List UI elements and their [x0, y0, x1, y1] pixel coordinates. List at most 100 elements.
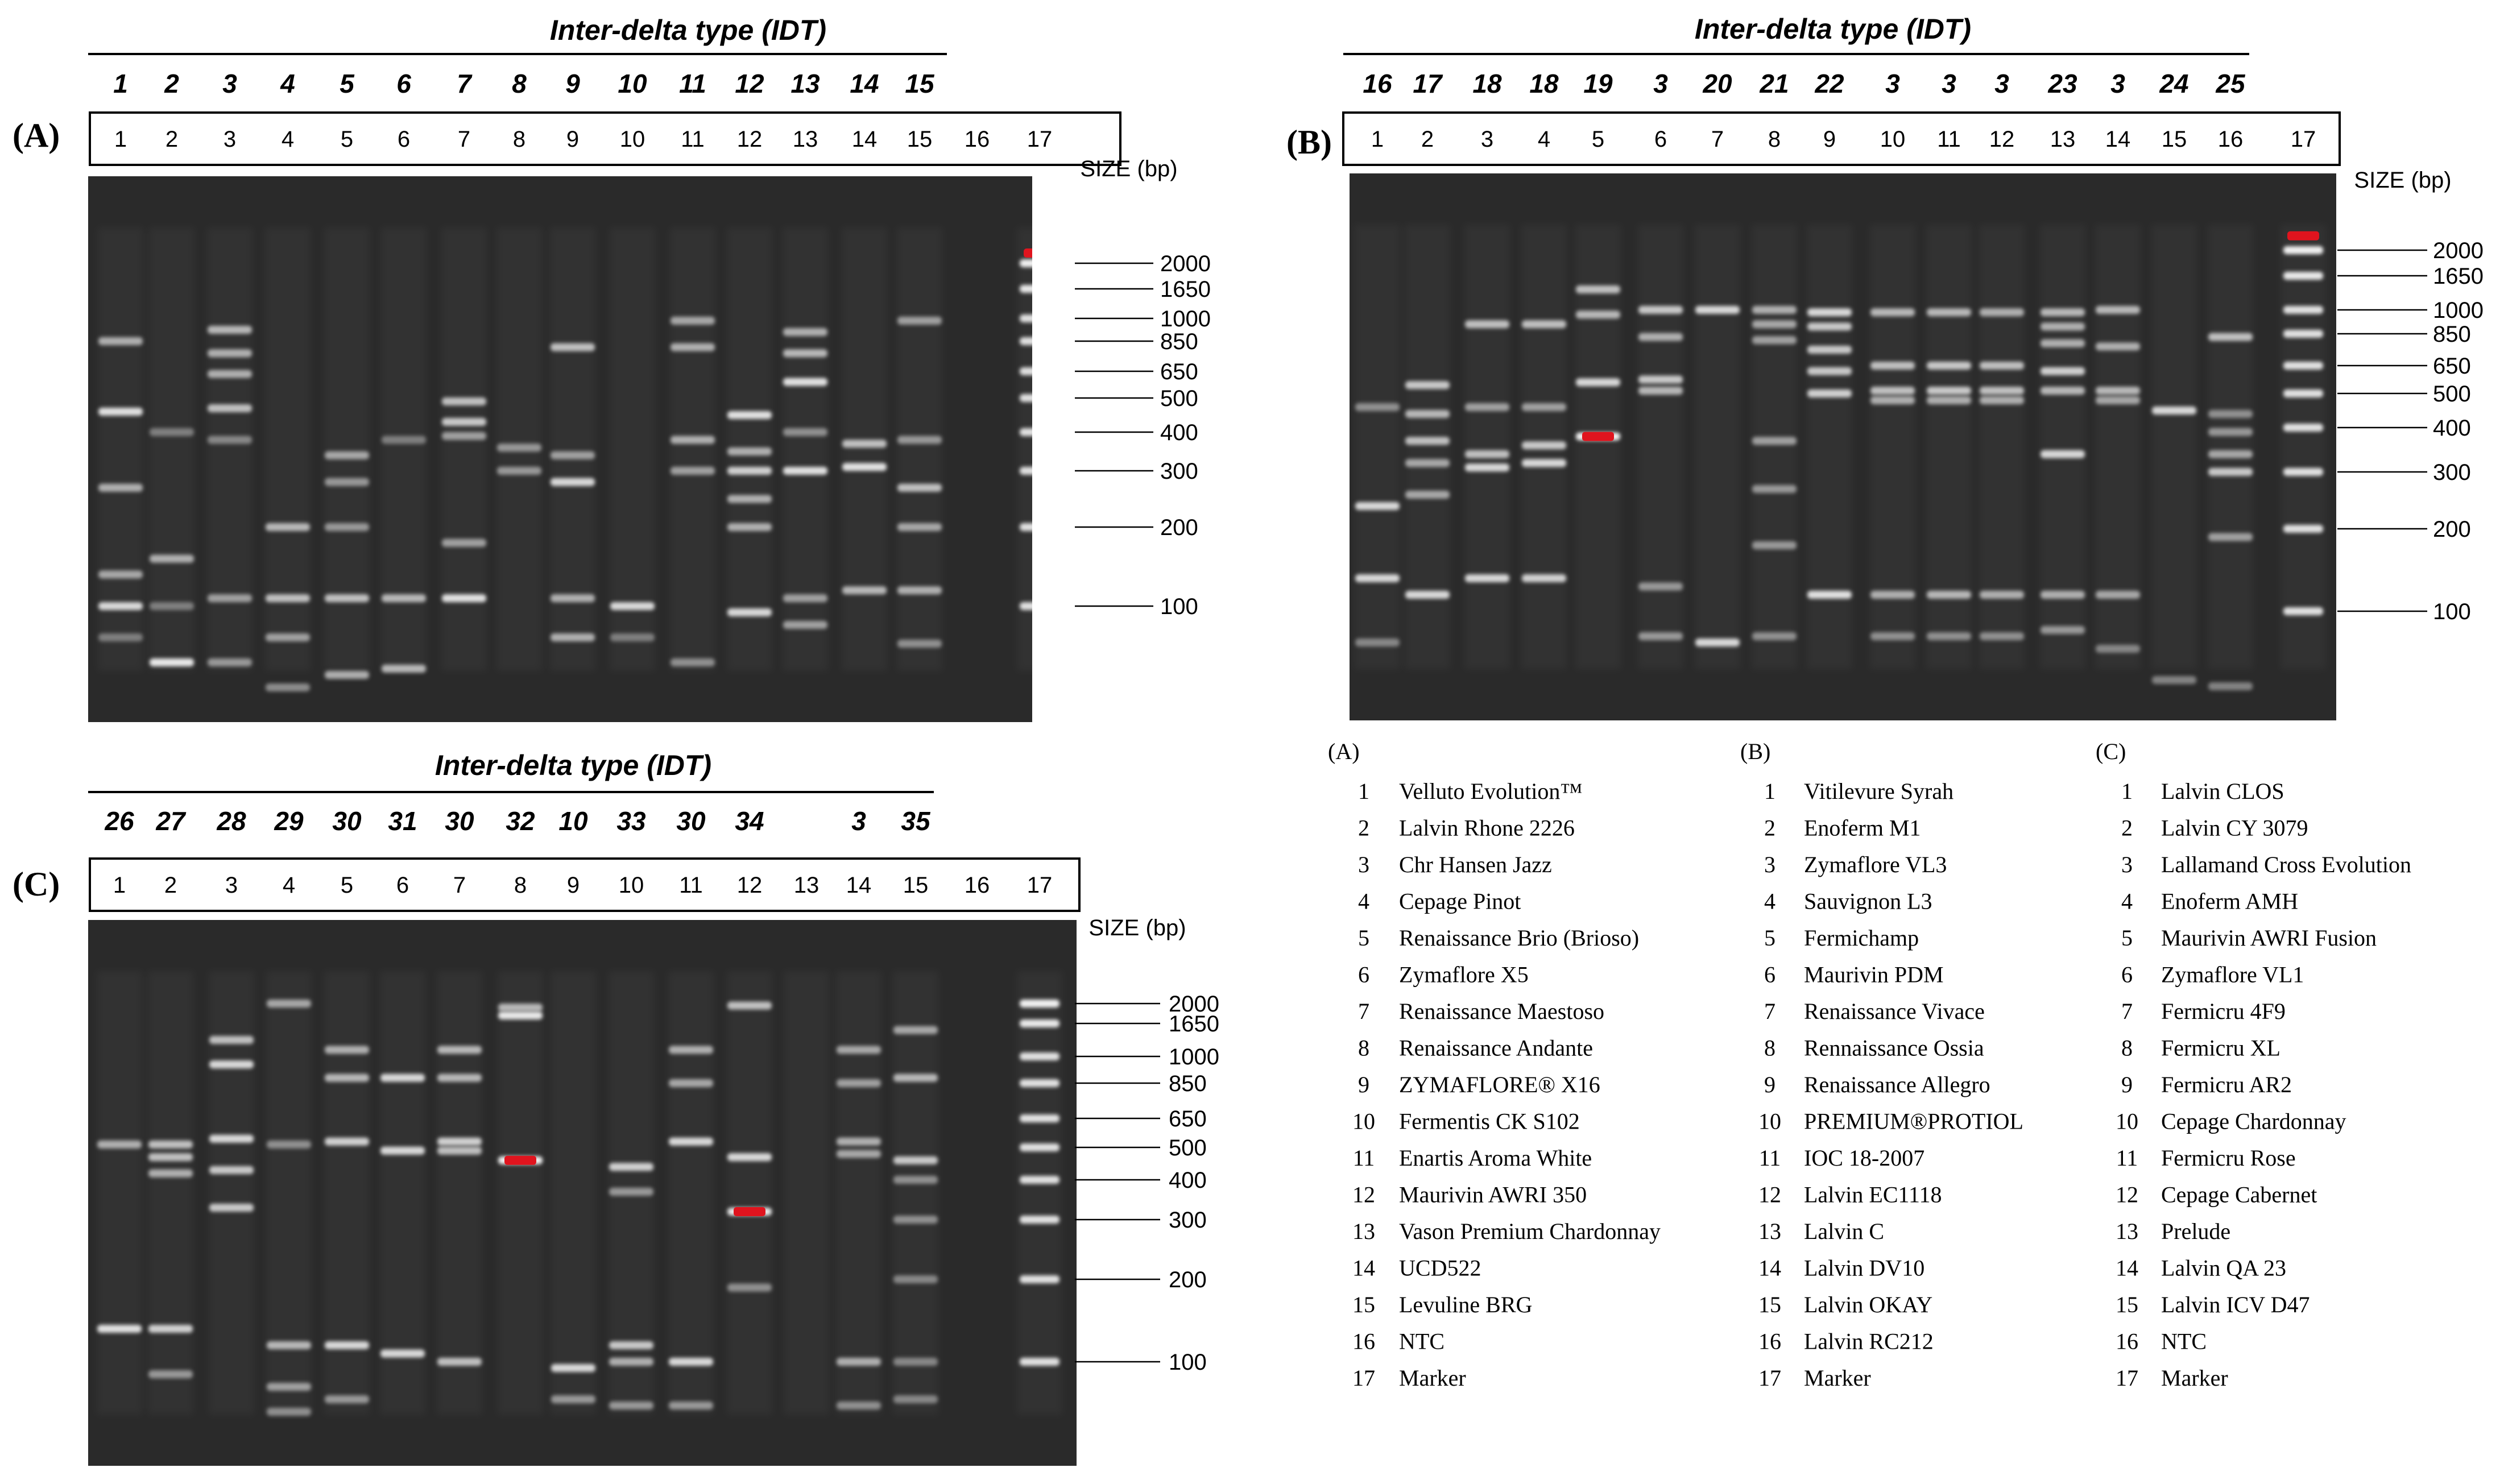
idt-label: 1 [113, 69, 128, 98]
legend-number: 13 [1352, 1218, 1375, 1244]
gel-band [2283, 424, 2323, 432]
gel-band [893, 1073, 938, 1082]
lane-smear [2280, 225, 2326, 669]
legend-strain-name: Fermicru 4F9 [2161, 998, 2286, 1024]
lane-number: 4 [282, 127, 294, 152]
gel-band [2041, 367, 2085, 375]
gel-band [893, 1275, 938, 1283]
lane-number: 12 [737, 873, 763, 898]
gel-band [1695, 306, 1740, 314]
legend-strain-name: Lalvin C [1804, 1218, 1884, 1244]
legend-number: 3 [2121, 852, 2133, 877]
gel-band [609, 1163, 653, 1171]
legend-number: 4 [1764, 889, 1775, 914]
gel-band [437, 1046, 482, 1054]
lane-number: 16 [2218, 127, 2244, 152]
lane-number: 15 [907, 127, 933, 152]
gel-band [1927, 396, 1971, 404]
ladder-size-label: 1000 [1160, 306, 1211, 331]
legend-strain-name: Cepage Chardonnay [2161, 1109, 2346, 1134]
gel-band [1020, 523, 1032, 531]
legend-strain-name: NTC [2161, 1329, 2207, 1354]
legend-strain-name: Zymaflore X5 [1399, 962, 1529, 988]
gel-band [551, 1395, 595, 1403]
legend-number: 10 [1758, 1109, 1781, 1134]
gel-band [1020, 428, 1032, 436]
gel-band [267, 1000, 311, 1008]
gel-band [382, 436, 426, 444]
gel-band [897, 436, 942, 444]
gel-band [1752, 541, 1797, 549]
gel-band [1870, 632, 1915, 640]
strain-legend: (A) 1 Velluto Evolution™ 2 Lalvin Rhone 2226… [1328, 739, 2411, 1391]
lane-number: 13 [2050, 127, 2076, 152]
gel-band [1927, 362, 1971, 370]
gel-band [551, 1364, 595, 1372]
legend-number: 15 [2116, 1292, 2138, 1317]
lane-number: 3 [1481, 127, 1493, 152]
lane-number: 14 [2105, 127, 2131, 152]
gel-band [783, 378, 827, 386]
gel-band [1020, 337, 1032, 345]
legend-strain-name: Rennaissance Ossia [1804, 1035, 1984, 1061]
legend-number: 12 [1758, 1182, 1781, 1208]
gel-band [266, 594, 310, 603]
legend-strain-name: Lalvin EC1118 [1804, 1182, 1942, 1208]
lane-smear [441, 227, 487, 671]
legend-number: 14 [1352, 1255, 1375, 1281]
gel-band [783, 428, 827, 436]
gel-band [2096, 645, 2140, 653]
gel-band [1638, 387, 1683, 395]
idt-label: 14 [850, 69, 879, 98]
gel-band [669, 1046, 713, 1054]
lane-smear [2151, 225, 2197, 669]
gel-band [1405, 381, 1450, 389]
gel-band [2096, 342, 2140, 351]
legend-number: 11 [1353, 1145, 1375, 1171]
gel-band [266, 523, 310, 531]
ladder-size-label: 1000 [1169, 1044, 1219, 1070]
gel-band [1638, 632, 1683, 640]
lane-number: 13 [793, 127, 818, 152]
gel-band [150, 428, 194, 436]
lane-smear [381, 227, 427, 671]
gel-band [1807, 367, 1852, 375]
gel-band [1522, 441, 1566, 450]
legend-number: 1 [1764, 778, 1775, 804]
gel-band [1752, 320, 1797, 329]
legend-column-b: (B) 1 Vitilevure Syrah 2 Enoferm M1 3 Zymaflor… [1740, 739, 2023, 1391]
gel-band [671, 658, 715, 666]
lane-number: 14 [852, 127, 878, 152]
gel-band [727, 411, 772, 419]
ladder-size-label: 500 [1160, 386, 1198, 411]
gel-band [1638, 333, 1683, 341]
lane-smear [437, 971, 482, 1415]
gel-band [97, 1325, 142, 1333]
ladder-size-label: 200 [1169, 1267, 1207, 1292]
panel-letter: (B) [1286, 123, 1332, 161]
gel-band [2208, 682, 2253, 690]
lane-number-box [1342, 111, 2341, 166]
lane-smear [836, 971, 881, 1415]
lane-number: 8 [514, 873, 527, 898]
legend-strain-name: Renaissance Vivace [1804, 998, 1985, 1024]
legend-number: 11 [1759, 1145, 1781, 1171]
idt-label: 6 [396, 69, 411, 98]
gel-band [1980, 308, 2024, 317]
gel-band [208, 658, 252, 666]
gel-band [1870, 396, 1915, 404]
gel-band [2041, 450, 2085, 458]
idt-label: 20 [1702, 69, 1732, 98]
gel-band [98, 408, 143, 416]
lane-number: 7 [458, 127, 470, 152]
gel-band [2208, 333, 2253, 341]
gel-band [325, 1341, 369, 1349]
idt-label: 3 [1885, 69, 1900, 98]
gel-band [2283, 607, 2323, 615]
legend-number: 8 [1358, 1035, 1369, 1061]
gel-band [1020, 602, 1032, 610]
lane-number-box [89, 111, 1121, 166]
lane-smear [2040, 225, 2085, 669]
lane-number: 16 [965, 873, 990, 898]
idt-label: 30 [676, 806, 706, 836]
